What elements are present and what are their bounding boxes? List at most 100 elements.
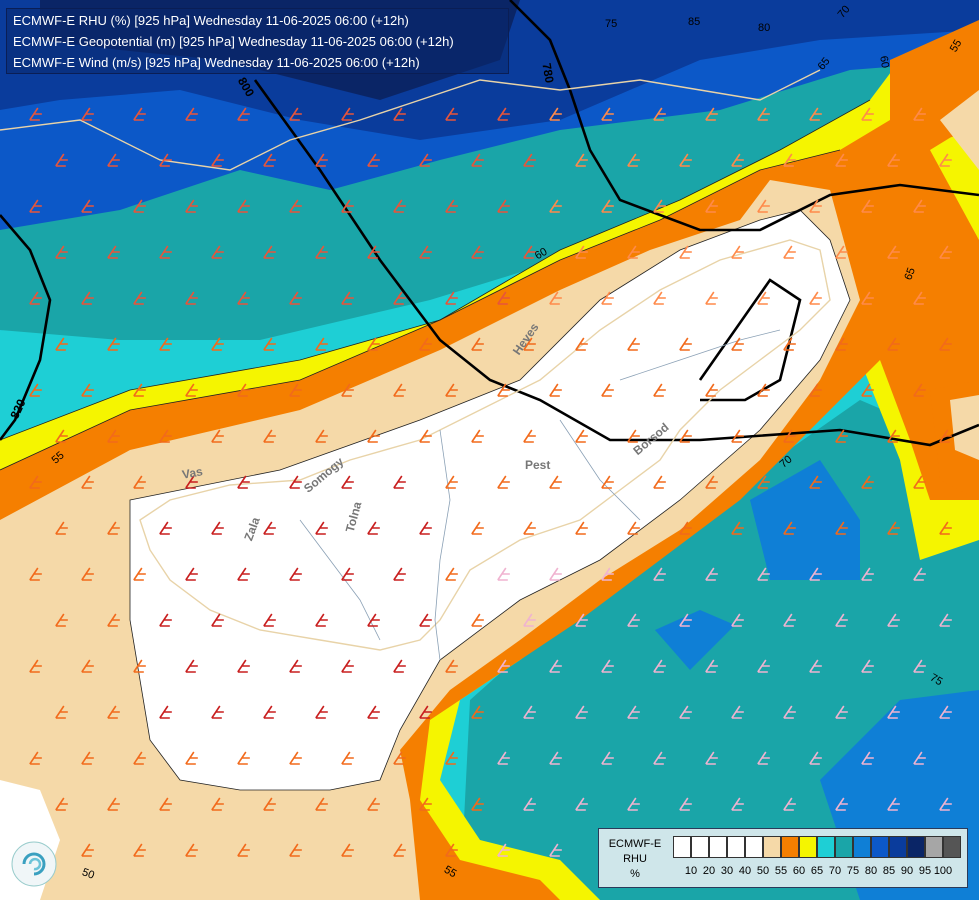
wind-barb — [263, 613, 276, 627]
wind-barb — [419, 429, 432, 443]
wind-barb — [315, 429, 328, 443]
wind-barb — [471, 245, 484, 259]
wind-barb — [861, 751, 874, 765]
wind-barb — [835, 613, 848, 627]
wind-barb — [705, 107, 718, 121]
wind-barb — [497, 567, 510, 581]
wind-barb — [679, 705, 692, 719]
wind-barb — [835, 245, 848, 259]
wind-barb — [55, 153, 68, 167]
wind-barb — [757, 291, 770, 305]
wind-barb — [549, 843, 562, 857]
wind-barb — [497, 107, 510, 121]
wind-barb — [627, 153, 640, 167]
contour-label: 75 — [605, 18, 618, 30]
wind-barb — [237, 659, 250, 673]
wind-barb — [627, 521, 640, 535]
wind-barb — [81, 199, 94, 213]
wind-barb — [445, 751, 458, 765]
wind-barb — [809, 475, 822, 489]
wind-barb — [471, 613, 484, 627]
legend-tick: 50 — [756, 865, 770, 877]
wind-barb — [237, 567, 250, 581]
wind-barb — [289, 843, 302, 857]
wind-barb — [627, 797, 640, 811]
wind-barb — [653, 199, 666, 213]
wind-barb — [237, 199, 250, 213]
wind-barb — [185, 659, 198, 673]
wind-barb — [393, 199, 406, 213]
wind-barb — [107, 797, 120, 811]
wind-barb — [55, 429, 68, 443]
wind-barb — [939, 337, 952, 351]
wind-barb — [913, 107, 926, 121]
wind-barb — [341, 107, 354, 121]
wind-barb — [887, 613, 900, 627]
wind-barb — [497, 751, 510, 765]
wind-barb — [445, 567, 458, 581]
wind-barb — [835, 521, 848, 535]
wind-barb — [731, 613, 744, 627]
wind-barb — [887, 705, 900, 719]
wind-barb — [835, 153, 848, 167]
wind-barb — [601, 475, 614, 489]
wind-barb — [55, 337, 68, 351]
wind-barb — [263, 245, 276, 259]
wind-barb — [523, 797, 536, 811]
wind-barb — [55, 797, 68, 811]
wind-barb — [133, 291, 146, 305]
wind-barb — [939, 797, 952, 811]
legend-swatch — [709, 836, 727, 858]
wind-barb — [445, 659, 458, 673]
wind-barb — [159, 613, 172, 627]
wind-barb — [289, 475, 302, 489]
legend-tick: 30 — [720, 865, 734, 877]
wind-barb — [185, 291, 198, 305]
wind-barb — [315, 245, 328, 259]
wind-barb — [757, 199, 770, 213]
wind-barb — [393, 383, 406, 397]
wind-barb — [679, 429, 692, 443]
wind-barb — [367, 153, 380, 167]
wind-barb — [731, 797, 744, 811]
legend-tick: 75 — [846, 865, 860, 877]
wind-barb — [601, 199, 614, 213]
wind-barb — [679, 797, 692, 811]
legend-swatch — [799, 836, 817, 858]
map-title-box: ECMWF-E RHU (%) [925 hPa] Wednesday 11-0… — [6, 8, 509, 74]
rhu-band-55-northeast — [940, 90, 979, 170]
wind-barb — [185, 475, 198, 489]
wind-barb — [107, 337, 120, 351]
wind-barb — [445, 843, 458, 857]
wind-barb — [913, 475, 926, 489]
wind-barb — [289, 751, 302, 765]
wind-barb — [29, 107, 42, 121]
wind-barb — [159, 337, 172, 351]
wind-barb — [705, 383, 718, 397]
wind-barb — [211, 429, 224, 443]
wind-barb — [705, 475, 718, 489]
wind-barb — [523, 705, 536, 719]
wind-barb — [523, 429, 536, 443]
wind-barb — [731, 337, 744, 351]
wind-barb — [289, 291, 302, 305]
wind-barb — [523, 245, 536, 259]
wind-barb — [861, 475, 874, 489]
wind-barb — [913, 383, 926, 397]
wind-barb — [159, 153, 172, 167]
wind-barb — [653, 659, 666, 673]
wind-barb — [29, 475, 42, 489]
geopotential-contours — [0, 0, 979, 447]
legend-swatch — [781, 836, 799, 858]
wind-barb — [445, 199, 458, 213]
wind-barb — [419, 705, 432, 719]
wind-barb — [809, 751, 822, 765]
wind-barb — [133, 751, 146, 765]
wind-barb — [29, 383, 42, 397]
wind-barb — [757, 751, 770, 765]
wind-barb — [315, 337, 328, 351]
rhu-band-55-east — [950, 395, 979, 460]
wind-barb — [29, 199, 42, 213]
wind-barb — [263, 521, 276, 535]
wind-barb — [263, 797, 276, 811]
